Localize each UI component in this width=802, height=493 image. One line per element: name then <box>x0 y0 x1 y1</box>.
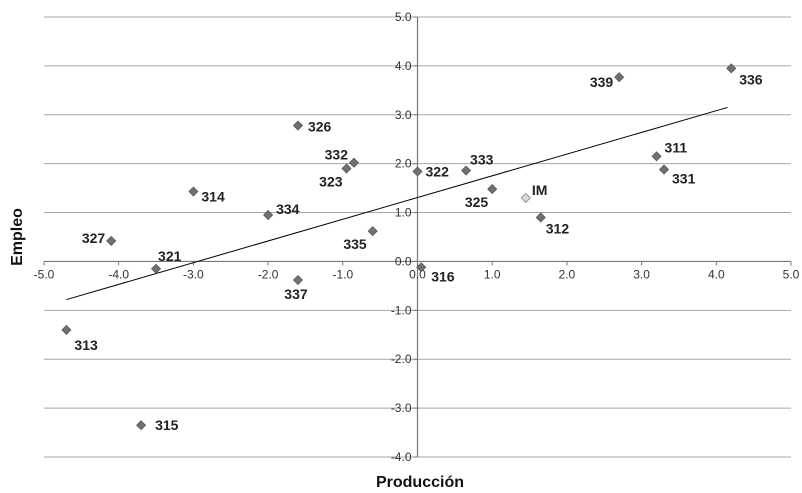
y-tick-label: 1.0 <box>395 206 412 220</box>
x-tick-label: -3.0 <box>183 267 204 281</box>
data-point-316 <box>416 262 427 273</box>
x-tick-label: -5.0 <box>34 267 55 281</box>
point-label-322: 322 <box>426 163 450 179</box>
x-tick-label: -4.0 <box>108 267 129 281</box>
y-tick-label: 0.0 <box>395 254 412 268</box>
data-point-332 <box>348 157 360 168</box>
data-point-335 <box>367 226 378 237</box>
data-point-331 <box>658 164 670 175</box>
y-tick-labels: 5.0 4.0 3.0 2.0 1.0 0.0 -1.0 -2.0 -3.0 -4.0 <box>391 10 412 464</box>
point-label-334: 334 <box>276 201 300 217</box>
x-tick-labels: -5.0 -4.0 -3.0 -2.0 -1.0 0.0 1.0 2.0 3.0 4.0 5.0 <box>34 267 800 281</box>
x-tick-label: 1.0 <box>484 267 501 281</box>
point-label-321: 321 <box>158 248 182 264</box>
point-label-326: 326 <box>308 119 332 135</box>
point-label-im: IM <box>532 182 548 198</box>
point-label-323: 323 <box>319 174 343 190</box>
point-label-332: 332 <box>325 147 349 163</box>
data-point-339 <box>614 72 625 83</box>
data-point-337 <box>292 274 304 286</box>
data-point-326 <box>292 120 304 131</box>
y-tick-label: 2.0 <box>395 157 412 171</box>
data-point-327 <box>106 235 117 246</box>
point-label-311: 311 <box>665 139 688 155</box>
x-tick-label: 3.0 <box>633 267 650 281</box>
point-label-331: 331 <box>672 171 696 187</box>
point-label-327: 327 <box>82 230 106 246</box>
point-label-314: 314 <box>201 189 225 205</box>
data-point-323 <box>341 163 352 174</box>
data-point-336 <box>726 63 737 74</box>
x-tick-label: -1.0 <box>332 267 353 281</box>
point-label-339: 339 <box>590 74 614 90</box>
data-point-314 <box>188 186 199 197</box>
y-tick-label: 3.0 <box>395 108 412 122</box>
point-label-316: 316 <box>431 268 455 284</box>
data-point-321 <box>150 263 162 274</box>
data-point-334 <box>263 209 274 221</box>
point-label-335: 335 <box>343 236 367 252</box>
point-label-312: 312 <box>546 220 570 236</box>
point-label-313: 313 <box>74 337 98 353</box>
data-point-313 <box>61 324 72 335</box>
data-point-im <box>520 192 531 203</box>
x-tick-label: 5.0 <box>783 267 800 281</box>
data-point-325 <box>487 184 498 195</box>
x-tick-label: -2.0 <box>258 267 279 281</box>
y-tick-label: -2.0 <box>391 352 412 366</box>
y-tick-label: -1.0 <box>391 303 412 317</box>
point-label-337: 337 <box>284 286 308 302</box>
data-point-315 <box>136 420 147 431</box>
y-tick-label: 4.0 <box>395 59 412 73</box>
trend-line <box>66 106 728 301</box>
data-point-333 <box>460 165 472 176</box>
point-label-333: 333 <box>470 152 494 168</box>
point-label-315: 315 <box>155 417 179 433</box>
data-point-312 <box>535 212 546 223</box>
y-tick-label: 5.0 <box>395 10 412 24</box>
x-tick-label: 2.0 <box>559 267 576 281</box>
point-label-336: 336 <box>739 71 763 87</box>
data-point-322 <box>412 166 423 177</box>
data-point-311 <box>651 151 662 162</box>
x-tick-label: 4.0 <box>708 267 725 281</box>
y-tick-label: -4.0 <box>391 450 412 464</box>
y-axis-title: Empleo <box>9 208 26 266</box>
data-points: 336 339 326 311 331 332 323 322 333 325 IM 314 334 31… <box>61 63 763 433</box>
x-axis-title: Producción <box>376 474 464 491</box>
point-label-325: 325 <box>465 194 489 210</box>
trend-line-group <box>66 106 728 301</box>
axes <box>43 16 792 458</box>
y-tick-label: -3.0 <box>391 401 412 415</box>
